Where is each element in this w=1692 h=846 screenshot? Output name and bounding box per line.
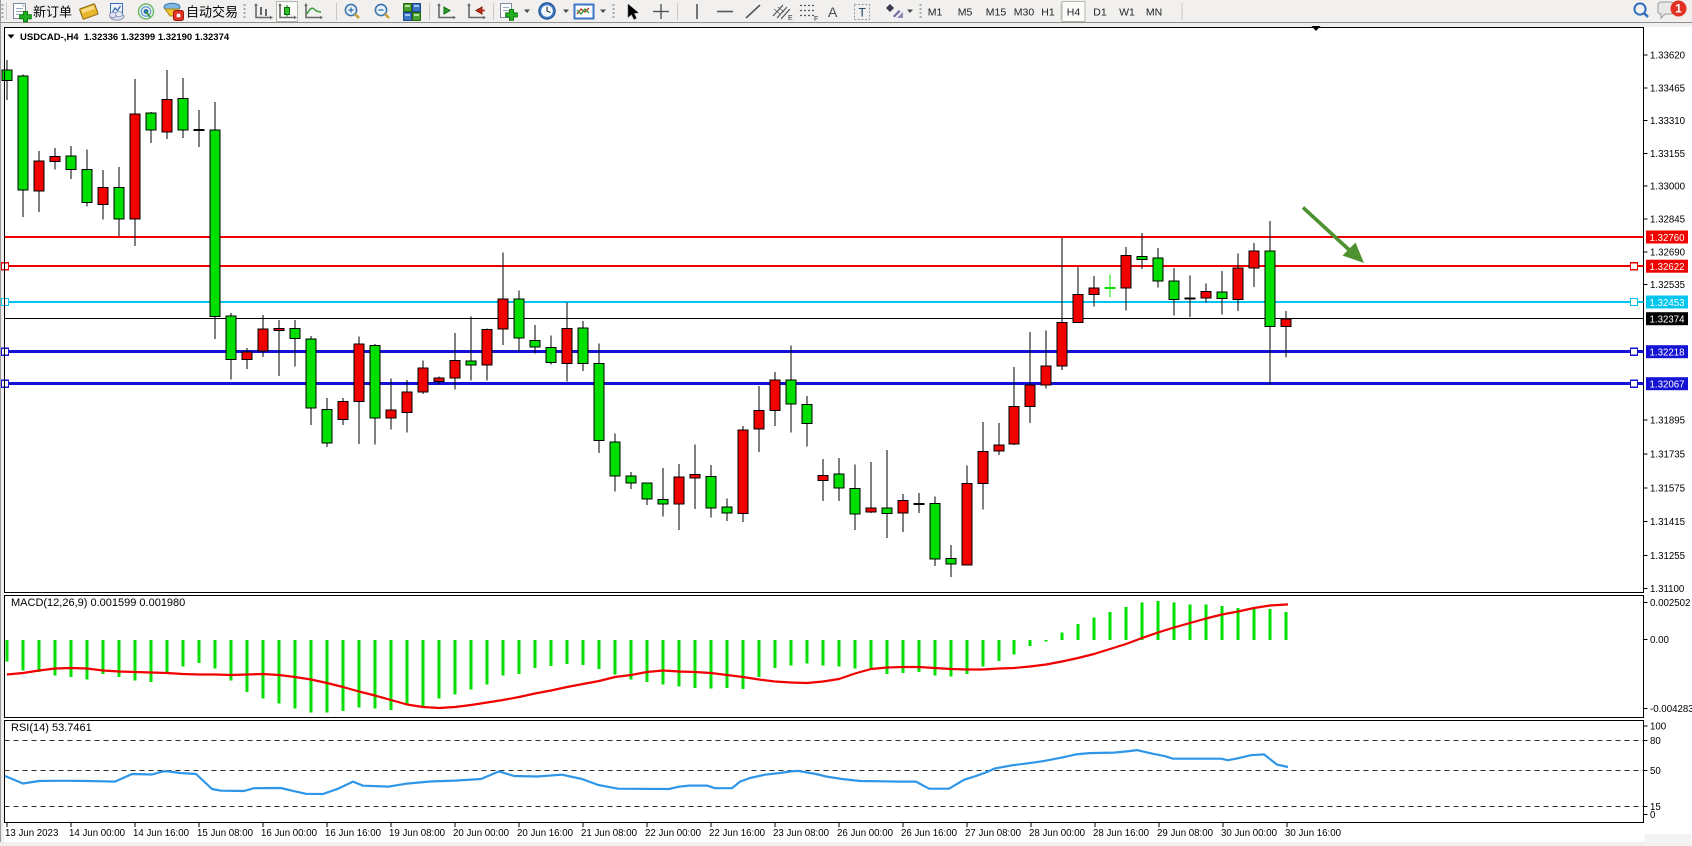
svg-text:16 Jun 16:00: 16 Jun 16:00 [325,828,382,839]
svg-text:1.33620: 1.33620 [1650,51,1686,62]
svg-text:H1: H1 [1041,7,1055,19]
svg-text:新订单: 新订单 [33,5,72,20]
svg-text:M1: M1 [928,7,943,19]
svg-text:80: 80 [1650,736,1661,747]
svg-text:MACD(12,26,9) 0.001599 0.00198: MACD(12,26,9) 0.001599 0.001980 [11,597,185,609]
svg-text:1.31575: 1.31575 [1650,483,1685,494]
svg-text:1.32374: 1.32374 [1650,315,1686,326]
svg-text:15: 15 [1650,802,1661,813]
svg-text:E: E [788,15,793,22]
svg-text:1.33310: 1.33310 [1650,116,1686,127]
svg-text:1.33155: 1.33155 [1650,149,1685,160]
svg-text:20 Jun 16:00: 20 Jun 16:00 [517,828,574,839]
svg-text:20 Jun 00:00: 20 Jun 00:00 [453,828,510,839]
svg-text:22 Jun 00:00: 22 Jun 00:00 [645,828,702,839]
svg-text:1.32622: 1.32622 [1650,262,1685,273]
svg-text:1.31735: 1.31735 [1650,450,1685,461]
svg-text:14 Jun 16:00: 14 Jun 16:00 [133,828,190,839]
svg-text:1.31255: 1.31255 [1650,551,1685,562]
svg-text:26 Jun 16:00: 26 Jun 16:00 [901,828,958,839]
svg-text:23 Jun 08:00: 23 Jun 08:00 [773,828,830,839]
svg-text:1.32845: 1.32845 [1650,215,1685,226]
svg-text:1: 1 [1675,2,1682,16]
svg-text:1.31895: 1.31895 [1650,416,1685,427]
svg-text:30 Jun 00:00: 30 Jun 00:00 [1221,828,1278,839]
svg-text:1.32690: 1.32690 [1650,247,1686,258]
svg-text:28 Jun 16:00: 28 Jun 16:00 [1093,828,1150,839]
svg-text:M30: M30 [1014,7,1035,19]
svg-text:1.32067: 1.32067 [1650,380,1685,391]
svg-text:D1: D1 [1093,7,1107,19]
svg-text:T: T [859,6,867,20]
svg-text:USDCAD-,H4 1.32336 1.32399 1.: USDCAD-,H4 1.32336 1.32399 1.32190 1.323… [20,32,230,43]
svg-text:22 Jun 16:00: 22 Jun 16:00 [709,828,766,839]
svg-text:1.32760: 1.32760 [1650,233,1686,244]
svg-text:26 Jun 00:00: 26 Jun 00:00 [837,828,894,839]
svg-text:1.31100: 1.31100 [1650,584,1685,595]
svg-text:1.33465: 1.33465 [1650,83,1685,94]
svg-text:21 Jun 08:00: 21 Jun 08:00 [581,828,638,839]
svg-text:M5: M5 [958,7,973,19]
svg-text:自动交易: 自动交易 [186,5,238,20]
svg-text:16 Jun 00:00: 16 Jun 00:00 [261,828,318,839]
svg-text:19 Jun 08:00: 19 Jun 08:00 [389,828,446,839]
svg-text:F: F [814,16,818,23]
svg-text:28 Jun 00:00: 28 Jun 00:00 [1029,828,1086,839]
svg-text:RSI(14) 53.7461: RSI(14) 53.7461 [11,722,92,734]
svg-text:1.31415: 1.31415 [1650,517,1685,528]
svg-text:100: 100 [1650,722,1667,733]
svg-text:MN: MN [1146,7,1162,19]
svg-text:13 Jun 2023: 13 Jun 2023 [5,828,58,839]
svg-text:27 Jun 08:00: 27 Jun 08:00 [965,828,1022,839]
svg-text:1.33000: 1.33000 [1650,182,1686,193]
svg-text:29 Jun 08:00: 29 Jun 08:00 [1157,828,1214,839]
svg-text:1.32218: 1.32218 [1650,348,1685,359]
svg-text:14 Jun 00:00: 14 Jun 00:00 [69,828,126,839]
svg-text:0.00: 0.00 [1650,635,1669,646]
svg-text:1.32453: 1.32453 [1650,298,1685,309]
svg-text:0: 0 [1650,810,1656,821]
svg-text:A: A [828,4,838,20]
svg-text:1.32535: 1.32535 [1650,280,1685,291]
svg-text:50: 50 [1650,766,1661,777]
svg-text:H4: H4 [1067,7,1081,19]
svg-text:M15: M15 [986,7,1007,19]
svg-text:W1: W1 [1119,7,1135,19]
svg-text:15 Jun 08:00: 15 Jun 08:00 [197,828,254,839]
svg-text:-0.004283: -0.004283 [1650,704,1692,715]
svg-text:30 Jun 16:00: 30 Jun 16:00 [1285,828,1342,839]
svg-text:0.002502: 0.002502 [1650,598,1690,609]
